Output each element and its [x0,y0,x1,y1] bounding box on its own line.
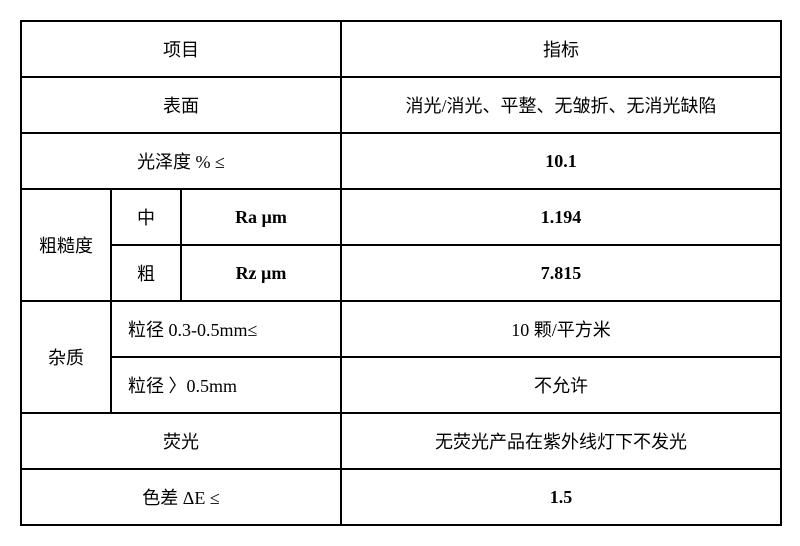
impurity-range1-value: 10 颗/平方米 [341,301,781,357]
impurity-range1-label: 粒径 0.3-0.5mm≤ [111,301,341,357]
table-row: 粗糙度 中 Ra µm 1.194 [21,189,781,245]
roughness-mid-metric: Ra µm [181,189,341,245]
roughness-mid-value: 1.194 [341,189,781,245]
impurity-label: 杂质 [21,301,111,413]
impurity-range2-value: 不允许 [341,357,781,413]
table-row: 表面 消光/消光、平整、无皱折、无消光缺陷 [21,77,781,133]
surface-value: 消光/消光、平整、无皱折、无消光缺陷 [341,77,781,133]
surface-label: 表面 [21,77,341,133]
fluorescence-label: 荧光 [21,413,341,469]
roughness-coarse-metric: Rz µm [181,245,341,301]
gloss-value: 10.1 [341,133,781,189]
table-row: 杂质 粒径 0.3-0.5mm≤ 10 颗/平方米 [21,301,781,357]
gloss-label: 光泽度 % ≤ [21,133,341,189]
table-row: 光泽度 % ≤ 10.1 [21,133,781,189]
header-indicator: 指标 [341,21,781,77]
table-row: 项目 指标 [21,21,781,77]
specifications-table: 项目 指标 表面 消光/消光、平整、无皱折、无消光缺陷 光泽度 % ≤ 10.1… [20,20,782,526]
roughness-coarse-value: 7.815 [341,245,781,301]
fluorescence-value: 无荧光产品在紫外线灯下不发光 [341,413,781,469]
specifications-table-container: 项目 指标 表面 消光/消光、平整、无皱折、无消光缺陷 光泽度 % ≤ 10.1… [20,20,780,526]
header-item: 项目 [21,21,341,77]
table-row: 粒径 〉0.5mm 不允许 [21,357,781,413]
roughness-mid-label: 中 [111,189,181,245]
table-row: 荧光 无荧光产品在紫外线灯下不发光 [21,413,781,469]
color-diff-label: 色差 ΔE ≤ [21,469,341,525]
color-diff-value: 1.5 [341,469,781,525]
impurity-range2-label: 粒径 〉0.5mm [111,357,341,413]
table-row: 粗 Rz µm 7.815 [21,245,781,301]
table-row: 色差 ΔE ≤ 1.5 [21,469,781,525]
roughness-label: 粗糙度 [21,189,111,301]
roughness-coarse-label: 粗 [111,245,181,301]
